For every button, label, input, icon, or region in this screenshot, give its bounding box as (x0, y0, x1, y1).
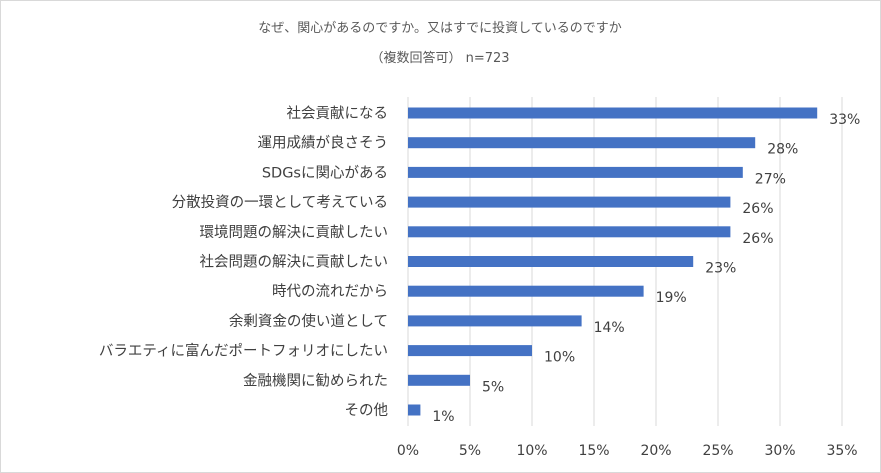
value-label: 28% (767, 142, 798, 158)
value-label: 23% (705, 261, 736, 277)
bar (408, 345, 532, 357)
bar (408, 315, 582, 327)
category-label: SDGsに関心がある (262, 164, 388, 181)
bar (408, 374, 470, 386)
value-label: 5% (482, 379, 504, 395)
bar (408, 107, 818, 119)
bar (408, 285, 644, 297)
value-label: 10% (544, 350, 575, 366)
bar (408, 166, 743, 178)
bar (408, 226, 731, 238)
x-tick-label: 0% (397, 443, 419, 459)
bar (408, 256, 694, 267)
x-axis-ticks: 0% 5% 10% 15% 20% 25% 30% 35% (397, 443, 858, 459)
category-label: 時代の流れだから (272, 283, 388, 300)
category-label: 社会問題の解決に貢献したい (200, 254, 389, 271)
value-labels: 33% 28% 27% 26% 26% 23% 19% 14% 10% 5% 1% (432, 112, 860, 425)
value-label: 27% (755, 171, 786, 187)
bar (408, 404, 421, 416)
x-tick-label: 35% (826, 443, 857, 459)
category-label: その他 (345, 402, 389, 419)
value-label: 14% (594, 320, 625, 336)
category-label: 環境問題の解決に貢献したい (200, 223, 389, 241)
chart-subtitle: （複数回答可） n=723 (370, 50, 509, 66)
bar (408, 196, 731, 208)
value-label: 26% (742, 201, 773, 217)
category-label: 余剰資金の使い道として (229, 312, 388, 330)
chart-title: なぜ、関心があるのですか。又はすでに投資しているのですか (258, 20, 621, 36)
value-label: 26% (742, 231, 773, 247)
value-label: 33% (829, 112, 860, 128)
category-label: 運用成績が良さそう (258, 135, 389, 152)
category-label: 社会貢献になる (287, 105, 389, 122)
x-tick-label: 25% (702, 443, 733, 459)
bars (408, 107, 818, 416)
x-tick-label: 15% (578, 443, 609, 459)
category-label: バラエティに富んだポートフォリオにしたい (99, 342, 388, 360)
x-tick-label: 20% (640, 443, 671, 459)
x-tick-label: 10% (516, 443, 547, 459)
value-label: 19% (656, 290, 687, 306)
bar (408, 137, 756, 149)
value-label: 1% (432, 409, 454, 425)
category-label: 金融機関に勧められた (243, 372, 388, 389)
x-tick-label: 30% (764, 443, 795, 459)
x-tick-label: 5% (459, 443, 481, 459)
category-label: 分散投資の一環として考えている (172, 194, 388, 211)
